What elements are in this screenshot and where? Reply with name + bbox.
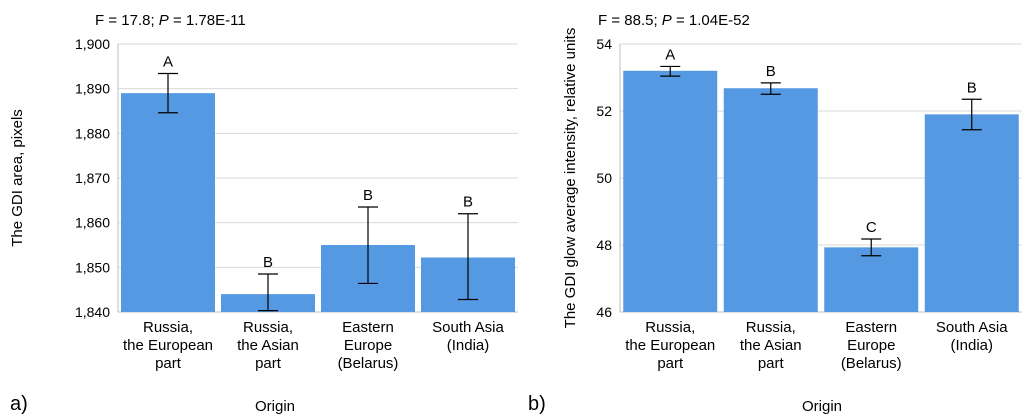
y-axis-label: The GDI glow average intensity, relative… <box>562 28 579 329</box>
y-tick-label: 52 <box>596 103 612 119</box>
x-tick-label: South Asia (India) <box>432 319 504 354</box>
error-bar <box>760 82 781 95</box>
chart-title: F = 88.5; P = 1.04E-52 <box>598 12 750 29</box>
significance-letter: C <box>866 219 877 236</box>
x-tick-label: Russia, the Asian part <box>740 319 802 372</box>
error-bar <box>158 72 178 114</box>
error-bar <box>458 213 478 301</box>
error-bar <box>861 238 882 257</box>
x-tick-label: Russia, the European part <box>123 319 213 372</box>
chart-panel-a: F = 17.8; P = 1.78E-11 The GDI area, pix… <box>9 12 518 415</box>
error-bar <box>258 273 278 312</box>
significance-letter: B <box>967 79 977 96</box>
y-tick-label: 48 <box>596 237 612 253</box>
y-axis-label: The GDI area, pixels <box>9 109 26 247</box>
y-tick-label: 1,860 <box>75 215 110 231</box>
x-axis-label: Origin <box>802 398 842 415</box>
significance-letter: B <box>766 63 776 80</box>
significance-letter: A <box>665 46 675 63</box>
bar <box>623 70 718 312</box>
chart-panel-b: F = 88.5; P = 1.04E-52 The GDI glow aver… <box>528 12 1022 415</box>
significance-letter: B <box>263 254 273 271</box>
y-tick-label: 1,900 <box>75 36 110 52</box>
panel-label: a) <box>10 393 28 415</box>
y-tick-label: 54 <box>596 36 612 52</box>
y-tick-label: 1,870 <box>75 170 110 186</box>
y-tick-label: 1,880 <box>75 125 110 141</box>
y-tick-label: 1,890 <box>75 81 110 97</box>
error-bar <box>961 98 982 131</box>
x-tick-label: Russia, the European part <box>625 319 715 372</box>
significance-letter: A <box>163 53 173 70</box>
x-tick-label: Eastern Europe (Belarus) <box>338 319 399 372</box>
y-tick-label: 1,850 <box>75 259 110 275</box>
y-tick-label: 50 <box>596 170 612 186</box>
x-axis-label: Origin <box>255 398 295 415</box>
chart-title: F = 17.8; P = 1.78E-11 <box>95 12 246 29</box>
x-tick-label: Eastern Europe (Belarus) <box>841 319 902 372</box>
bar <box>924 114 1019 312</box>
error-bar <box>660 65 681 77</box>
bar <box>121 93 215 312</box>
bar <box>723 88 818 312</box>
x-tick-label: South Asia (India) <box>936 319 1008 354</box>
x-tick-label: Russia, the Asian part <box>237 319 299 372</box>
y-tick-label: 1,840 <box>75 304 110 320</box>
significance-letter: B <box>363 187 373 204</box>
y-tick-label: 46 <box>596 304 612 320</box>
error-bar <box>358 206 378 285</box>
significance-letter: B <box>463 194 473 211</box>
bar <box>824 247 919 312</box>
panel-label: b) <box>528 393 546 415</box>
